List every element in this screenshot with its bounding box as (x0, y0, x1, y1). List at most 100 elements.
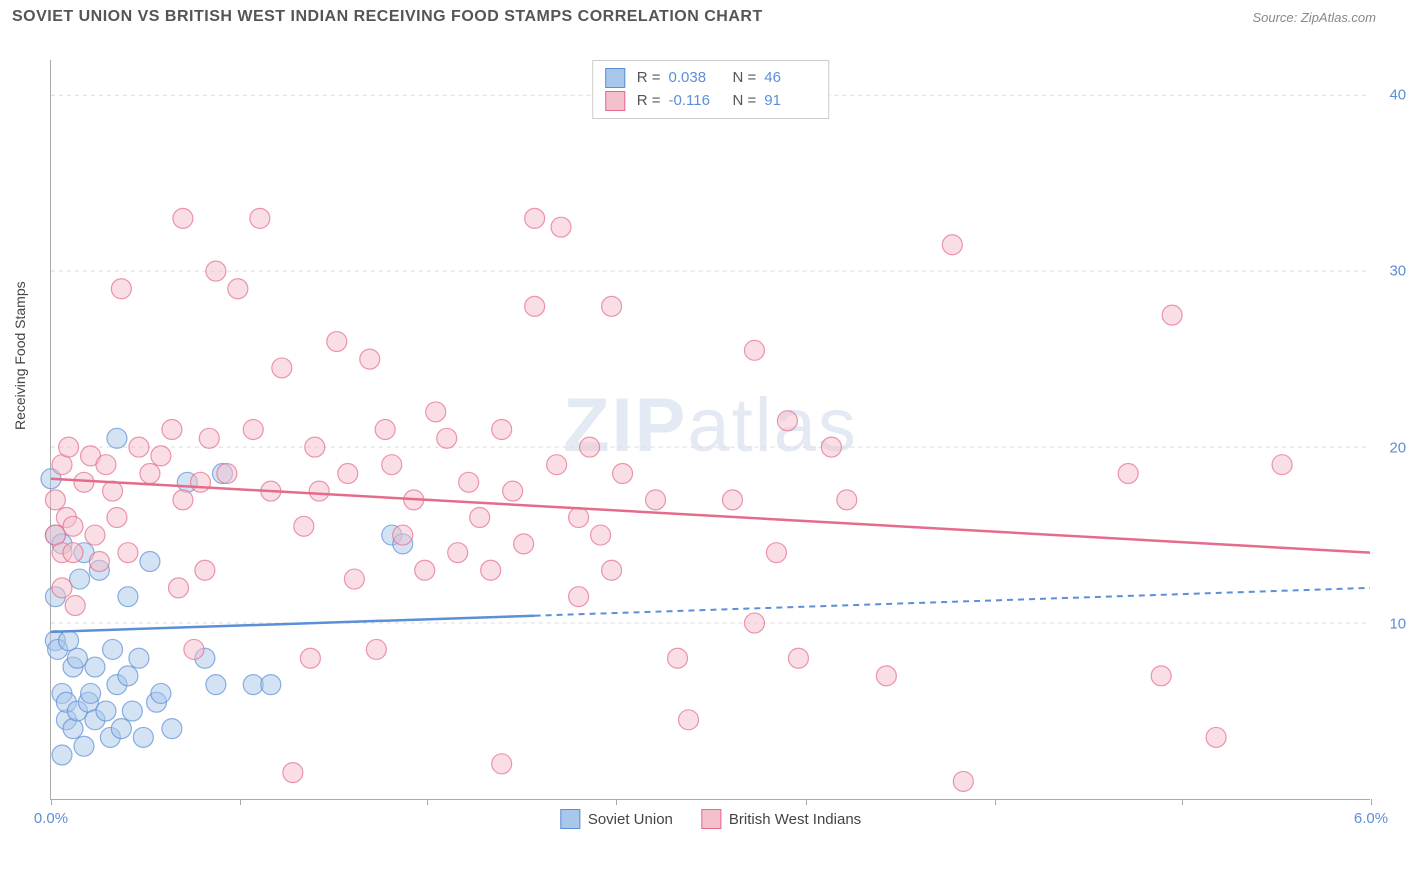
legend-n-label: N = (733, 90, 757, 113)
legend-item: Soviet Union (560, 809, 673, 829)
scatter-point (85, 657, 105, 677)
scatter-point (646, 490, 666, 510)
legend-swatch (605, 91, 625, 111)
scatter-point (228, 279, 248, 299)
scatter-point (272, 358, 292, 378)
legend-row: R =0.038N =46 (605, 67, 817, 90)
scatter-point (173, 208, 193, 228)
scatter-point (1272, 455, 1292, 475)
scatter-point (52, 578, 72, 598)
y-axis-label: Receiving Food Stamps (12, 281, 28, 430)
scatter-point (1162, 305, 1182, 325)
scatter-point (569, 507, 589, 527)
scatter-point (250, 208, 270, 228)
scatter-point (837, 490, 857, 510)
scatter-point (65, 595, 85, 615)
scatter-point (525, 296, 545, 316)
scatter-point (551, 217, 571, 237)
scatter-point (45, 525, 65, 545)
scatter-point (243, 420, 263, 440)
scatter-point (133, 727, 153, 747)
scatter-point (151, 683, 171, 703)
scatter-point (294, 516, 314, 536)
series-legend: Soviet Union British West Indians (560, 809, 861, 829)
scatter-point (953, 771, 973, 791)
scatter-point (59, 437, 79, 457)
scatter-point (111, 719, 131, 739)
scatter-point (766, 543, 786, 563)
scatter-point (103, 639, 123, 659)
scatter-point (668, 648, 688, 668)
scatter-point (580, 437, 600, 457)
scatter-point (744, 613, 764, 633)
legend-n-label: N = (733, 67, 757, 90)
scatter-point (375, 420, 395, 440)
scatter-point (448, 543, 468, 563)
scatter-point (300, 648, 320, 668)
scatter-point (602, 296, 622, 316)
scatter-point (217, 464, 237, 484)
x-tick (51, 799, 52, 805)
scatter-point (118, 587, 138, 607)
scatter-point (122, 701, 142, 721)
scatter-point (283, 763, 303, 783)
scatter-point (525, 208, 545, 228)
scatter-point (514, 534, 534, 554)
scatter-point (129, 437, 149, 457)
scatter-point (107, 428, 127, 448)
legend-r-label: R = (637, 67, 661, 90)
x-tick-label: 6.0% (1354, 810, 1388, 827)
scatter-point (366, 639, 386, 659)
scatter-point (415, 560, 435, 580)
x-tick (240, 799, 241, 805)
scatter-point (437, 428, 457, 448)
scatter-point (81, 683, 101, 703)
scatter-point (129, 648, 149, 668)
scatter-point (777, 411, 797, 431)
scatter-point (118, 666, 138, 686)
scatter-point (45, 490, 65, 510)
scatter-point (459, 472, 479, 492)
x-tick (616, 799, 617, 805)
source-attribution: Source: ZipAtlas.com (1252, 10, 1376, 25)
legend-r-label: R = (637, 90, 661, 113)
legend-swatch (560, 809, 580, 829)
legend-item: British West Indians (701, 809, 861, 829)
scatter-point (360, 349, 380, 369)
scatter-point (492, 420, 512, 440)
scatter-point (70, 569, 90, 589)
scatter-point (243, 675, 263, 695)
scatter-point (602, 560, 622, 580)
scatter-point (199, 428, 219, 448)
legend-row: R =-0.116N =91 (605, 90, 817, 113)
legend-swatch (605, 68, 625, 88)
x-tick (1182, 799, 1183, 805)
legend-label: Soviet Union (588, 811, 673, 828)
scatter-point (206, 675, 226, 695)
source-link[interactable]: ZipAtlas.com (1301, 10, 1376, 25)
scatter-point (63, 543, 83, 563)
scatter-point (722, 490, 742, 510)
scatter-point (140, 551, 160, 571)
legend-r-value: 0.038 (669, 67, 721, 90)
scatter-point (206, 261, 226, 281)
scatter-point (309, 481, 329, 501)
y-tick-label: 40.0% (1378, 87, 1406, 104)
x-tick (1371, 799, 1372, 805)
scatter-point (788, 648, 808, 668)
scatter-point (151, 446, 171, 466)
x-tick-label: 0.0% (34, 810, 68, 827)
scatter-point (481, 560, 501, 580)
scatter-point (547, 455, 567, 475)
scatter-point (96, 701, 116, 721)
scatter-point (52, 745, 72, 765)
scatter-point (821, 437, 841, 457)
scatter-point (111, 279, 131, 299)
scatter-point (327, 332, 347, 352)
legend-n-value: 91 (764, 90, 816, 113)
scatter-point (679, 710, 699, 730)
scatter-point (52, 455, 72, 475)
scatter-point (503, 481, 523, 501)
scatter-point (195, 560, 215, 580)
y-tick-label: 10.0% (1378, 615, 1406, 632)
